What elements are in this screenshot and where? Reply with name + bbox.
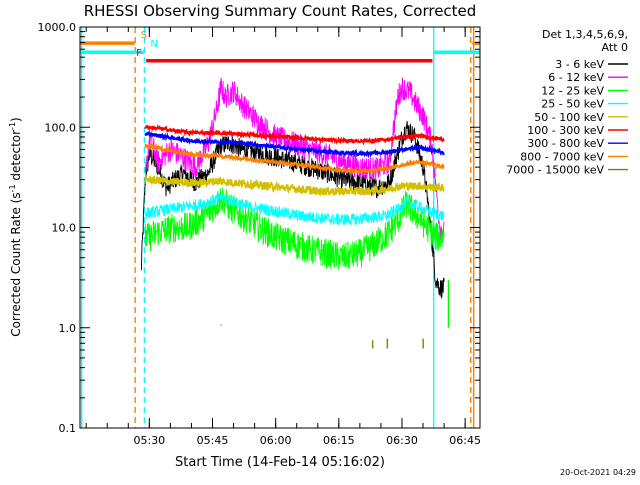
y-axis-label-sup1: -1 (8, 184, 17, 192)
legend-entry-label-8: 7000 - 15000 keV (506, 164, 604, 177)
series-line-3 (144, 192, 445, 226)
x-tick-label-4: 06:30 (386, 434, 418, 447)
footer-date: 20-Oct-2021 04:29 (560, 468, 636, 477)
legend-entry-label-4: 50 - 100 keV (534, 111, 604, 124)
flag-label-F: F (136, 48, 142, 59)
x-tick-label-1: 05:45 (197, 434, 229, 447)
series-line-7 (144, 143, 445, 175)
y-tick-label-4: 1000.0 (38, 21, 77, 34)
x-tick-label-5: 06:45 (449, 434, 481, 447)
flag-label-N: N (150, 39, 157, 50)
series-line-6 (144, 130, 445, 159)
y-axis-label-sup2: -1 (8, 122, 17, 130)
legend-entry-label-5: 100 - 300 keV (527, 124, 604, 137)
y-tick-label-3: 100.0 (45, 121, 77, 134)
legend-entry-label-3: 25 - 50 keV (541, 98, 604, 111)
legend-entry-label-7: 800 - 7000 keV (520, 150, 604, 163)
series-line-4 (144, 173, 445, 197)
y-axis-label-main: Corrected Count Rate (s (9, 192, 23, 336)
legend-entry-label-1: 6 - 12 keV (548, 71, 604, 84)
y-axis-label-mid: detector (9, 130, 23, 185)
y-axis-label-end: ) (9, 117, 23, 122)
legend-entry-label-2: 12 - 25 keV (541, 84, 604, 97)
x-tick-label-0: 05:30 (133, 434, 165, 447)
legend-header-attenuator: Att 0 (602, 41, 628, 54)
y-axis-label: Corrected Count Rate (s-1 detector-1) (8, 117, 23, 336)
series-line-2 (144, 187, 445, 270)
legend-header-detectors: Det 1,3,4,5,6,9, (542, 28, 628, 41)
y-tick-label-2: 10.0 (52, 222, 77, 235)
axes: 0.1 1.0 10.0 100.0 1000.0 05:30 05:45 06:00 06:1… (38, 21, 481, 447)
chart-title: RHESSI Observing Summary Count Rates, Co… (84, 2, 477, 20)
series-line-1 (144, 77, 445, 242)
x-axis-label: Start Time (14-Feb-14 05:16:02) (175, 455, 385, 470)
series-line-5 (144, 124, 445, 146)
flag-label-S: S (141, 30, 147, 41)
x-tick-label-3: 06:15 (323, 434, 355, 447)
x-tick-label-2: 06:00 (260, 434, 292, 447)
legend-entry-label-6: 300 - 800 keV (527, 137, 604, 150)
y-tick-label-0: 0.1 (59, 422, 77, 435)
y-tick-label-1: 1.0 (59, 322, 77, 335)
legend-entry-label-0: 3 - 6 keV (555, 58, 604, 71)
